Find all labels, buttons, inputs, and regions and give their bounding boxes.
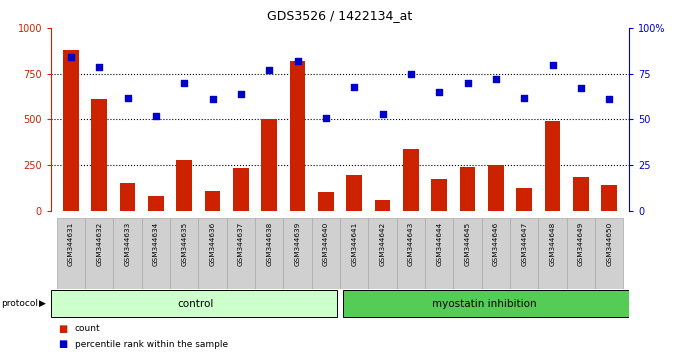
Point [264, 67, 275, 73]
Bar [141, 218, 170, 289]
Bar [318, 193, 334, 211]
Text: GSM344638: GSM344638 [266, 221, 272, 266]
Text: GSM344646: GSM344646 [493, 221, 499, 266]
Bar [425, 218, 454, 289]
Bar [233, 168, 249, 211]
Bar [343, 290, 629, 317]
Bar [176, 160, 192, 211]
Point [94, 64, 105, 69]
Text: GSM344650: GSM344650 [606, 221, 612, 266]
Text: percentile rank within the sample: percentile rank within the sample [75, 339, 228, 349]
Bar [290, 61, 305, 211]
Text: GSM344635: GSM344635 [181, 221, 187, 266]
Text: count: count [75, 324, 101, 333]
Point [405, 71, 416, 77]
Bar [148, 196, 164, 211]
Bar [170, 218, 199, 289]
Bar [205, 190, 220, 211]
Text: GSM344632: GSM344632 [96, 221, 102, 266]
Text: GSM344634: GSM344634 [153, 221, 159, 266]
Text: GSM344631: GSM344631 [68, 221, 74, 266]
Text: GSM344642: GSM344642 [379, 221, 386, 266]
Text: GSM344636: GSM344636 [209, 221, 216, 266]
Bar [63, 50, 79, 211]
Bar [566, 218, 595, 289]
Bar [85, 218, 114, 289]
Point [235, 91, 246, 97]
Bar [284, 218, 311, 289]
Bar [346, 175, 362, 211]
Bar [431, 179, 447, 211]
Text: GSM344641: GSM344641 [351, 221, 357, 266]
Point [519, 95, 530, 101]
Bar [261, 120, 277, 211]
Point [547, 62, 558, 68]
Text: protocol: protocol [1, 299, 38, 308]
Bar [601, 185, 617, 211]
Text: ■: ■ [58, 324, 67, 333]
Bar [311, 218, 340, 289]
Bar [369, 218, 396, 289]
Bar [91, 99, 107, 211]
Bar [481, 218, 510, 289]
Bar [199, 218, 226, 289]
Bar [375, 200, 390, 211]
Bar [120, 183, 135, 211]
Point [462, 80, 473, 86]
Text: GSM344648: GSM344648 [549, 221, 556, 266]
Bar [56, 218, 85, 289]
Bar [255, 218, 284, 289]
Point [377, 111, 388, 117]
Text: GSM344640: GSM344640 [323, 221, 329, 266]
Bar [114, 218, 141, 289]
Text: GSM344649: GSM344649 [578, 221, 584, 266]
Bar [403, 149, 419, 211]
Text: GSM344643: GSM344643 [408, 221, 414, 266]
Point [65, 55, 76, 60]
Point [575, 86, 586, 91]
Text: ■: ■ [58, 339, 67, 349]
Bar [510, 218, 539, 289]
Text: GSM344639: GSM344639 [294, 221, 301, 266]
Bar [545, 121, 560, 211]
Bar [454, 218, 481, 289]
Point [604, 97, 615, 102]
Bar [573, 177, 589, 211]
Point [150, 113, 161, 119]
Point [122, 95, 133, 101]
Bar [595, 218, 624, 289]
Text: GDS3526 / 1422134_at: GDS3526 / 1422134_at [267, 9, 413, 22]
Bar [516, 188, 532, 211]
Text: myostatin inhibition: myostatin inhibition [432, 298, 537, 309]
Point [292, 58, 303, 64]
Text: GSM344644: GSM344644 [436, 221, 442, 266]
Point [349, 84, 360, 90]
Bar [226, 218, 255, 289]
Point [320, 115, 331, 120]
Text: control: control [177, 298, 214, 309]
Text: GSM344633: GSM344633 [124, 221, 131, 266]
Point [207, 97, 218, 102]
Bar [396, 218, 425, 289]
Point [434, 89, 445, 95]
Text: GSM344645: GSM344645 [464, 221, 471, 266]
Bar [51, 290, 337, 317]
Text: GSM344637: GSM344637 [238, 221, 244, 266]
Bar [488, 165, 504, 211]
Bar [340, 218, 369, 289]
Text: ▶: ▶ [39, 299, 46, 308]
Point [179, 80, 190, 86]
Point [490, 76, 501, 82]
Bar [460, 167, 475, 211]
Text: GSM344647: GSM344647 [521, 221, 527, 266]
Bar [539, 218, 566, 289]
